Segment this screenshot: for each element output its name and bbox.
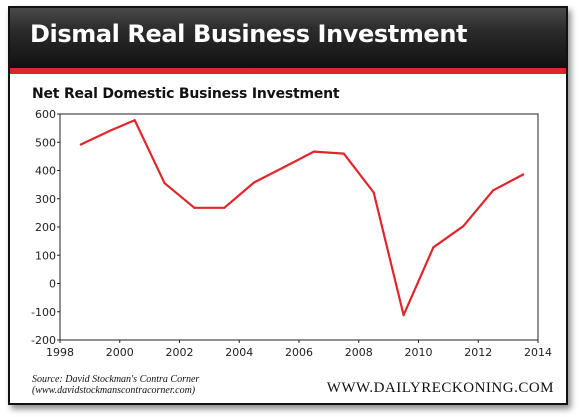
y-tick-label: 500 bbox=[35, 136, 56, 149]
x-tick-label: 2004 bbox=[225, 346, 253, 359]
data-point bbox=[109, 129, 112, 132]
data-point bbox=[402, 314, 405, 317]
data-point bbox=[223, 206, 226, 209]
data-point bbox=[79, 143, 82, 146]
data-point bbox=[432, 246, 435, 249]
x-tick-label: 2006 bbox=[285, 346, 313, 359]
banner-title: Dismal Real Business Investment bbox=[30, 20, 468, 48]
data-point bbox=[193, 206, 196, 209]
plot-area bbox=[59, 113, 539, 341]
y-tick-label: -200 bbox=[31, 334, 56, 347]
y-tick-label: 0 bbox=[49, 278, 56, 291]
data-point bbox=[522, 173, 525, 176]
data-point bbox=[163, 182, 166, 185]
title-banner: Dismal Real Business Investment bbox=[10, 8, 566, 74]
source-line-2: (www.davidstockmanscontracorner.com) bbox=[32, 385, 196, 396]
source-line-1: Source: David Stockman's Contra Corner bbox=[32, 374, 200, 385]
x-tick-label: 2008 bbox=[345, 346, 373, 359]
chart-card: Dismal Real Business Investment Net Real… bbox=[8, 6, 568, 405]
data-point bbox=[462, 225, 465, 228]
y-tick-labels: 600 500 400 300 200 100 0 -100 -200 bbox=[31, 108, 56, 347]
investment-series-line bbox=[79, 119, 525, 317]
x-tick-labels: 1998 2000 2002 2004 2006 2008 2010 2012 2014 bbox=[46, 346, 552, 359]
data-point bbox=[283, 166, 286, 169]
brand-url: WWW.DAILYRECKONING.COM bbox=[326, 380, 554, 396]
x-tick-label: 2012 bbox=[464, 346, 492, 359]
axis-ticks bbox=[57, 113, 539, 343]
x-tick-label: 2014 bbox=[524, 346, 552, 359]
y-tick-label: 200 bbox=[35, 221, 56, 234]
data-point bbox=[253, 181, 256, 184]
data-point bbox=[492, 189, 495, 192]
x-tick-label: 2010 bbox=[405, 346, 433, 359]
y-tick-label: 400 bbox=[35, 165, 56, 178]
source-note: Source: David Stockman's Contra Corner (… bbox=[32, 374, 199, 396]
series-points bbox=[79, 119, 525, 317]
data-point bbox=[133, 119, 136, 122]
y-tick-label: 600 bbox=[35, 108, 56, 121]
x-tick-label: 1998 bbox=[46, 346, 74, 359]
data-point bbox=[372, 191, 375, 194]
x-tick-label: 2000 bbox=[106, 346, 134, 359]
y-tick-label: 300 bbox=[35, 193, 56, 206]
y-tick-label: -100 bbox=[31, 306, 56, 319]
chart-title: Net Real Domestic Business Investment bbox=[32, 86, 340, 102]
line-chart: 600 500 400 300 200 100 0 -100 -200 1998 2000 2002… bbox=[31, 108, 552, 359]
data-point bbox=[312, 150, 315, 153]
y-tick-label: 100 bbox=[35, 249, 56, 262]
x-tick-label: 2002 bbox=[166, 346, 194, 359]
data-point bbox=[342, 152, 345, 155]
